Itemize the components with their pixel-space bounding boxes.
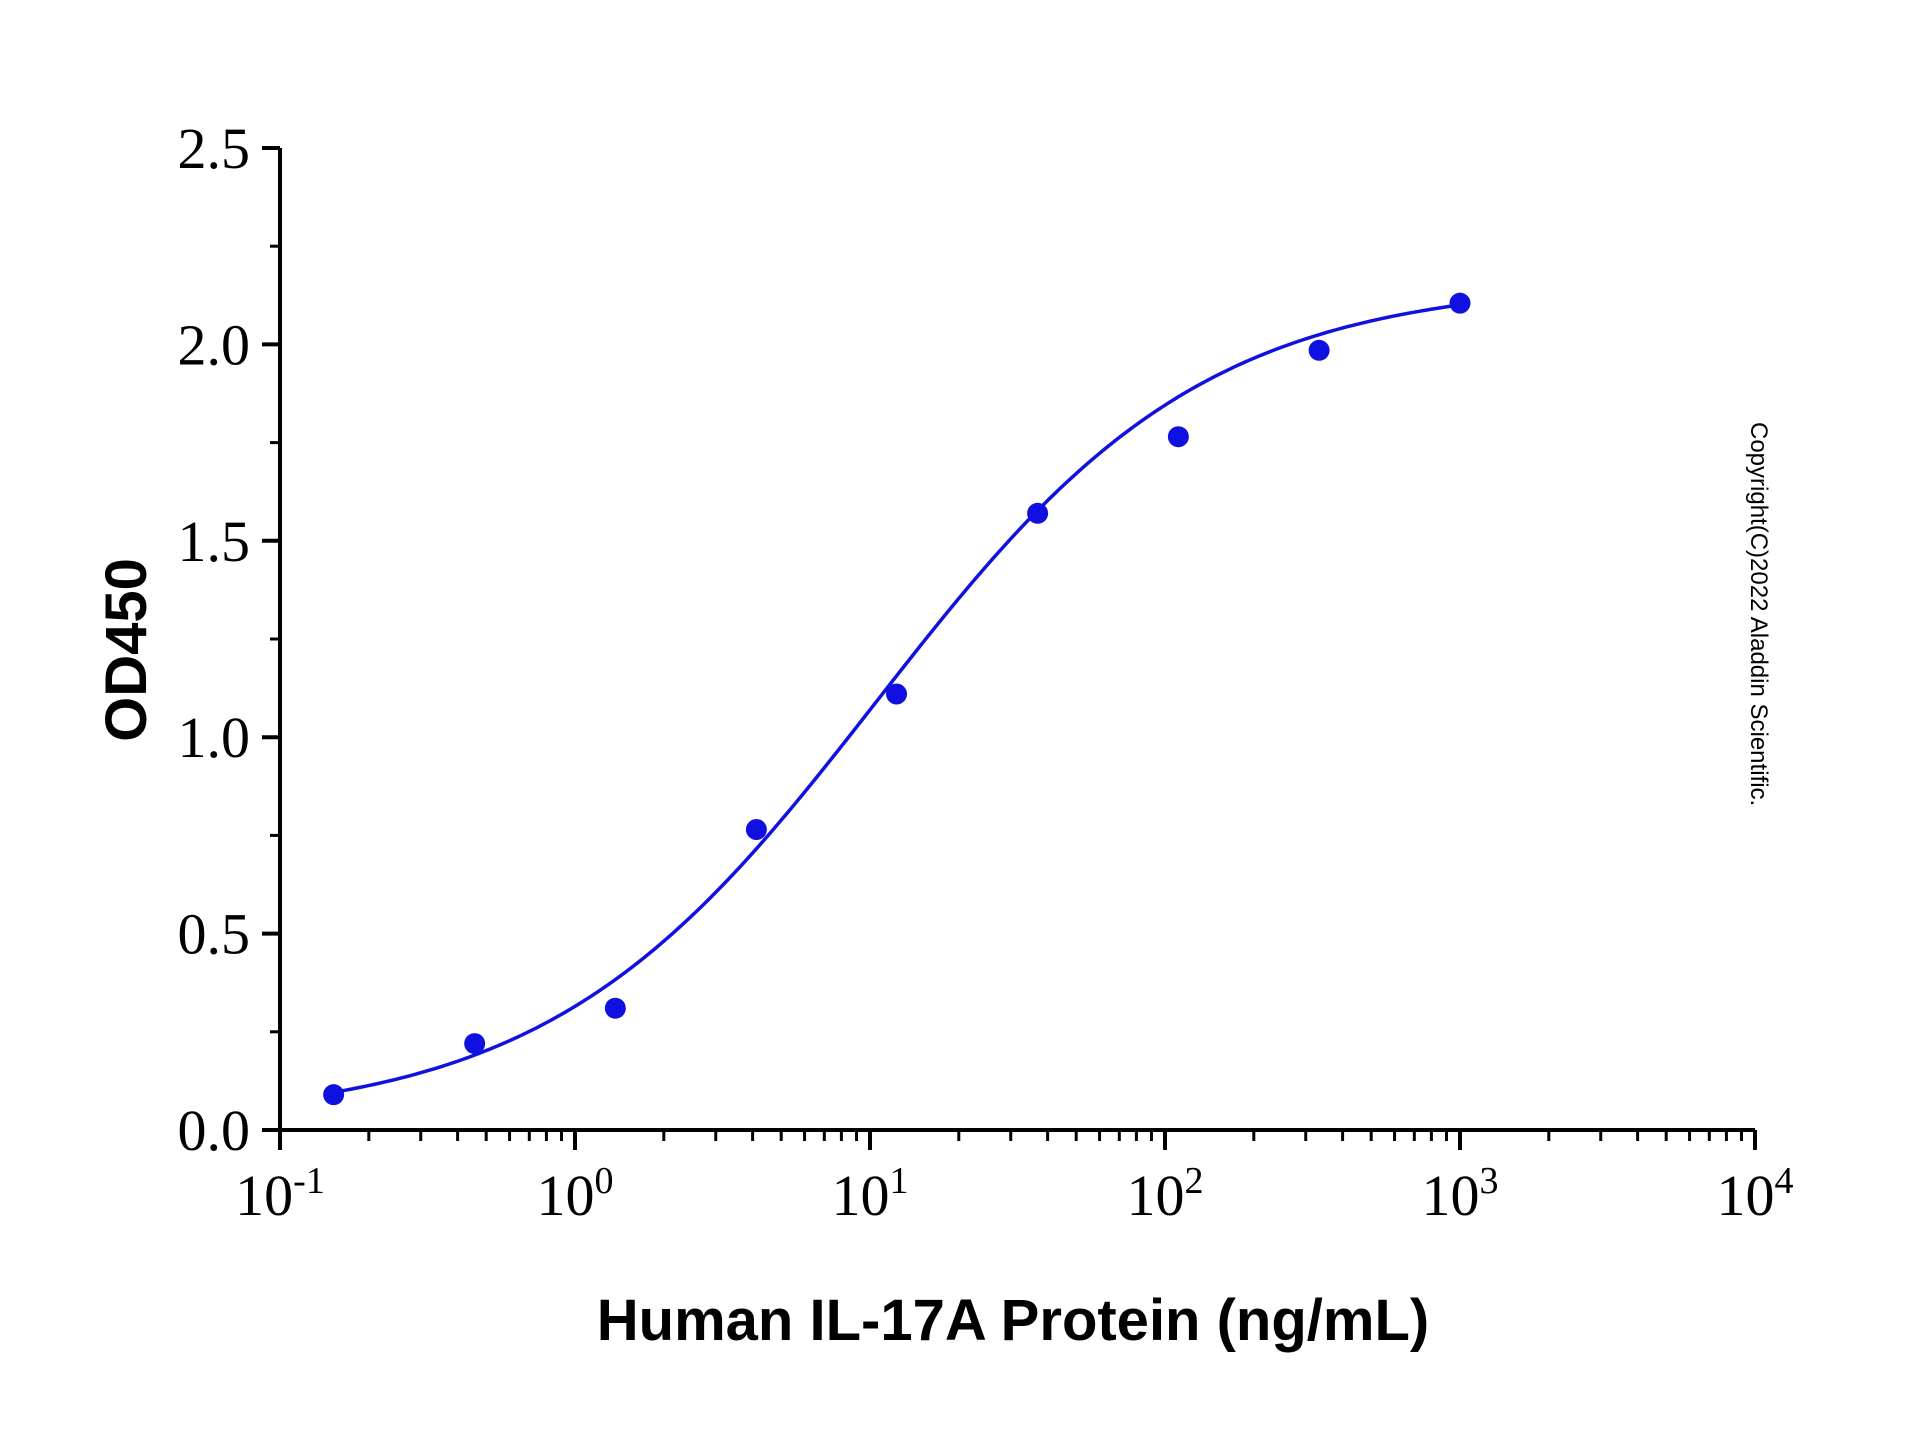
y-axis-title: OD450: [94, 558, 159, 742]
x-tick-label: 101: [832, 1160, 909, 1228]
data-point: [604, 997, 626, 1019]
x-tick-labels: 10-1 100 101 102 103 104: [235, 1160, 1793, 1228]
y-tick-label: 1.5: [178, 509, 251, 574]
axes: [278, 148, 1755, 1132]
x-tick-exponent: -1: [293, 1160, 325, 1202]
y-tick-label: 2.5: [178, 116, 251, 181]
copyright-text: Copyright(C)2022 Aladdin Scientific.: [1745, 422, 1772, 806]
data-point: [323, 1084, 345, 1106]
x-tick-label: 10-1: [235, 1160, 325, 1228]
x-tick-exponent: 0: [595, 1160, 614, 1202]
y-tick-label: 2.0: [178, 312, 251, 377]
fit-curve: [333, 303, 1461, 1095]
x-tick-base: 10: [1717, 1163, 1775, 1228]
data-point: [1027, 502, 1049, 524]
y-tick-label: 0.5: [178, 902, 251, 967]
data-points: [323, 292, 1471, 1106]
x-tick-base: 10: [832, 1163, 890, 1228]
x-tick-label: 100: [537, 1160, 614, 1228]
data-point: [745, 819, 767, 841]
tick-marks: [262, 146, 1757, 1150]
data-point: [464, 1033, 486, 1055]
x-tick-label: 104: [1717, 1160, 1794, 1228]
x-axis-title: Human IL-17A Protein (ng/mL): [597, 1288, 1429, 1353]
x-tick-label: 102: [1127, 1160, 1204, 1228]
x-tick-base: 10: [235, 1163, 293, 1228]
y-tick-label: 1.0: [178, 705, 251, 770]
x-tick-exponent: 3: [1480, 1160, 1499, 1202]
data-point: [1167, 426, 1189, 448]
x-tick-exponent: 2: [1185, 1160, 1204, 1202]
x-tick-exponent: 4: [1775, 1160, 1794, 1202]
data-point: [1449, 292, 1471, 314]
x-tick-base: 10: [1422, 1163, 1480, 1228]
y-tick-label: 0.0: [178, 1098, 251, 1163]
x-tick-base: 10: [537, 1163, 595, 1228]
x-tick-exponent: 1: [890, 1160, 909, 1202]
data-point: [1308, 339, 1330, 361]
x-tick-label: 103: [1422, 1160, 1499, 1228]
data-point: [886, 683, 908, 705]
y-tick-labels: 0.0 0.5 1.0 1.5 2.0 2.5: [178, 116, 251, 1163]
x-tick-base: 10: [1127, 1163, 1185, 1228]
